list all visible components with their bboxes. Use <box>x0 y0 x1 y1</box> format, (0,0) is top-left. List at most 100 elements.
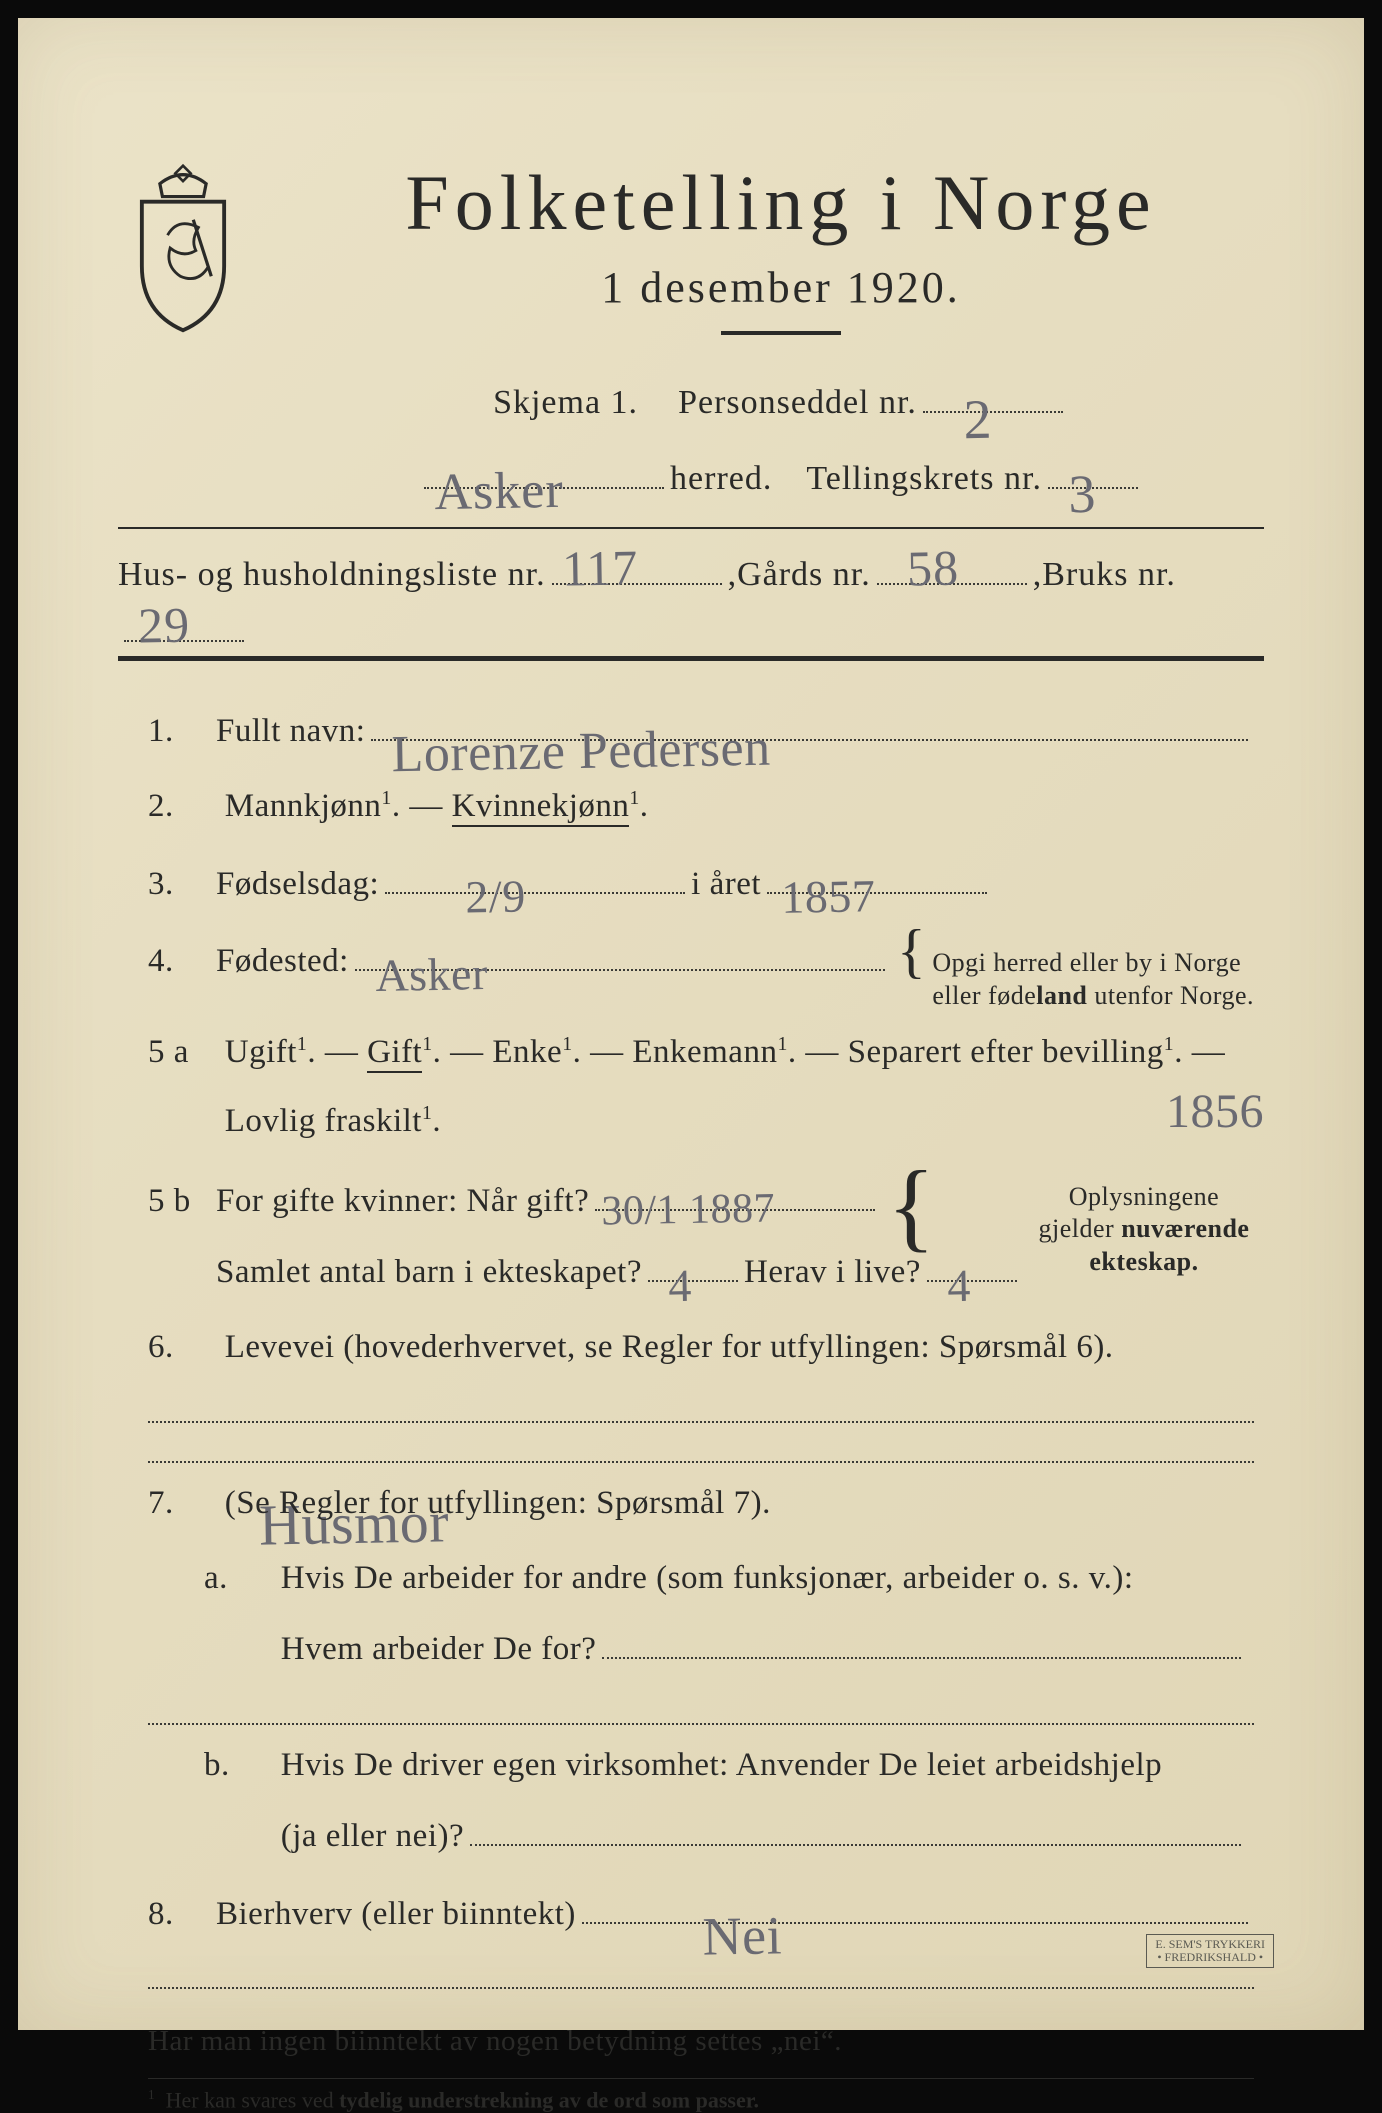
q7a-field <box>602 1613 1240 1659</box>
q7b-num: b. <box>148 1731 272 1800</box>
q3-day-field: 2/9 <box>385 847 685 893</box>
q6-line2: Husmor <box>148 1461 1254 1463</box>
tellingskrets-field: 3 <box>1048 441 1138 489</box>
bruks-field: 29 <box>124 594 244 642</box>
meta-herred-line: Asker herred. Tellingskrets nr. 3 <box>298 441 1264 511</box>
q3-mid: i året <box>691 850 761 919</box>
q7: 7. (Se Regler for utfyllingen: Spørsmål … <box>148 1469 1254 1538</box>
q4-value: Asker <box>374 926 487 976</box>
q2-male: Mannkjønn <box>225 788 382 824</box>
printer-stamp: E. SEM'S TRYKKERI • FREDRIKSHALD • <box>1146 1934 1274 1968</box>
q5a-opt-ugift: Ugift <box>225 1034 297 1070</box>
q1-label: Fullt navn: <box>216 697 365 766</box>
q4-note: Opgi herred eller by i Norge eller fødel… <box>932 947 1254 1012</box>
q5a: 5 a Ugift1. — Gift1. — Enke1. — Enkemann… <box>148 1018 1254 1157</box>
q8-num: 8. <box>148 1880 216 1949</box>
hint: Har man ingen biinntekt av nogen betydni… <box>148 2011 1254 2072</box>
q3: 3. Fødselsdag: 2/9 i året 1857 <box>148 847 1254 918</box>
q7b: b. Hvis De driver egen virksomhet: Anven… <box>148 1731 1254 1872</box>
q7a-line2 <box>148 1723 1254 1725</box>
q7a: a. Hvis De arbeider for andre (som funks… <box>148 1544 1254 1725</box>
q5a-opt-enke: Enke <box>492 1034 562 1070</box>
q8-line2 <box>148 1987 1254 1989</box>
q8: 8. Bierhverv (eller biinntekt) Nei <box>148 1878 1254 1949</box>
q5b-note: Oplysningene gjelder nuværende ekteskap. <box>1034 1181 1254 1279</box>
q2: 2. Mannkjønn1. — Kvinnekjønn1. <box>148 772 1254 841</box>
personseddel-value: 2 <box>963 367 993 411</box>
q5b-l1: For gifte kvinner: Når gift? <box>216 1167 589 1236</box>
bruks-value: 29 <box>138 596 191 646</box>
q7a-l2: Hvem arbeider De for? <box>281 1615 597 1684</box>
q7a-l1: Hvis De arbeider for andre (som funksjon… <box>281 1560 1134 1596</box>
q6-value: Husmor <box>258 1461 448 1464</box>
husliste-label: Hus- og husholdningsliste nr. <box>118 556 546 594</box>
q6: 6. Levevei (hovederhvervet, se Regler fo… <box>148 1313 1254 1462</box>
q6-label: Levevei (hovederhvervet, se Regler for u… <box>225 1329 1114 1365</box>
q3-label: Fødselsdag: <box>216 850 379 919</box>
coat-of-arms-icon <box>118 158 248 338</box>
q5b-live-value: 4 <box>947 1238 971 1287</box>
gards-value: 58 <box>906 539 959 589</box>
q5a-opt-separert: Separert efter bevilling <box>848 1034 1164 1070</box>
bruks-label: Bruks nr. <box>1042 556 1176 594</box>
q5b-margin-year: 1856 <box>1166 1062 1264 1163</box>
address-line: Hus- og husholdningsliste nr. 117 , Gård… <box>118 527 1264 660</box>
brace-icon: { <box>897 936 926 966</box>
q1: 1. Fullt navn: Lorenze Pedersen <box>148 695 1254 766</box>
q5b-gift-field: 30/1 1887 <box>595 1164 875 1210</box>
q3-year: 1857 <box>781 849 876 899</box>
q2-female: Kvinnekjønn <box>452 788 630 827</box>
q7b-field <box>470 1800 1241 1846</box>
header: Folketelling i Norge 1 desember 1920. Sk… <box>118 158 1264 517</box>
husliste-field: 117 <box>552 537 722 585</box>
q5b-barn-field: 4 <box>648 1236 738 1282</box>
q5b-l2a: Samlet antal barn i ekteskapet? <box>216 1238 642 1307</box>
husliste-value: 117 <box>561 539 638 590</box>
title-block: Folketelling i Norge 1 desember 1920. Sk… <box>298 158 1264 517</box>
skjema-label: Skjema 1. <box>493 371 638 436</box>
gards-field: 58 <box>877 537 1027 585</box>
q7a-num: a. <box>148 1544 272 1613</box>
q5b-live-field: 4 <box>927 1236 1017 1282</box>
page-subtitle: 1 desember 1920. <box>298 262 1264 313</box>
herred-value: Asker <box>434 442 564 494</box>
q5a-opt-gift: Gift <box>367 1034 422 1073</box>
personseddel-label: Personseddel nr. <box>678 371 917 436</box>
tellingskrets-label: Tellingskrets nr. <box>806 447 1042 512</box>
questions: 1. Fullt navn: Lorenze Pedersen 2. Mannk… <box>118 695 1264 2113</box>
q5a-tail: Lovlig fraskilt <box>225 1103 422 1139</box>
q1-field: Lorenze Pedersen <box>371 695 1248 741</box>
q6-num: 6. <box>148 1313 216 1382</box>
q7-num: 7. <box>148 1469 216 1538</box>
gards-label: Gårds nr. <box>737 556 871 594</box>
q5a-opt-enkemann: Enkemann <box>632 1034 777 1070</box>
herred-label: herred. <box>670 447 772 512</box>
tellingskrets-value: 3 <box>1068 443 1097 493</box>
q8-field: Nei <box>582 1878 1248 1924</box>
meta-skjema-line: Skjema 1. Personseddel nr. 2 <box>298 365 1264 435</box>
personseddel-field: 2 <box>923 365 1063 413</box>
q5a-num: 5 a <box>148 1018 216 1087</box>
q3-day: 2/9 <box>465 849 526 898</box>
title-rule <box>721 331 841 335</box>
page-title: Folketelling i Norge <box>298 158 1264 248</box>
brace-icon: { <box>887 1191 936 1221</box>
q3-num: 3. <box>148 850 216 919</box>
q4-num: 4. <box>148 927 216 996</box>
q1-num: 1. <box>148 697 216 766</box>
q7b-l2: (ja eller nei)? <box>281 1802 464 1871</box>
q4-field: Asker <box>355 925 885 971</box>
herred-field: Asker <box>424 441 664 489</box>
q8-label: Bierhverv (eller biinntekt) <box>216 1880 576 1949</box>
q5b-gift-value: 30/1 1887 <box>601 1165 775 1216</box>
q5b-num: 5 b <box>148 1167 216 1236</box>
q8-value: Nei <box>701 1879 781 1929</box>
q5b-barn-value: 4 <box>668 1238 692 1287</box>
q2-num: 2. <box>148 772 216 841</box>
q7b-l1: Hvis De driver egen virksomhet: Anvender… <box>281 1747 1162 1783</box>
q6-line1 <box>148 1421 1254 1423</box>
census-form-page: Folketelling i Norge 1 desember 1920. Sk… <box>18 18 1364 2030</box>
q4-label: Fødested: <box>216 927 349 996</box>
q1-value: Lorenze Pedersen <box>391 693 771 744</box>
q3-year-field: 1857 <box>767 847 987 893</box>
